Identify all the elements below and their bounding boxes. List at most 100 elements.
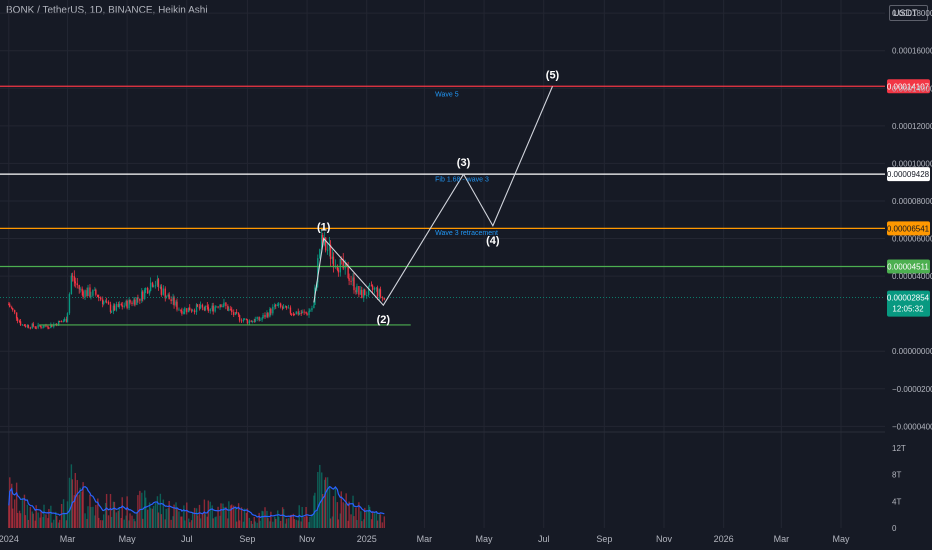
- volume-bar: [23, 494, 26, 528]
- candle-body: [277, 304, 279, 306]
- volume-bar: [356, 520, 358, 528]
- candle-body: [204, 305, 207, 311]
- price-tick-label: 0.00018000: [892, 9, 932, 18]
- volume-bar: [164, 519, 166, 528]
- volume-bar: [60, 503, 63, 528]
- candle-body: [212, 305, 214, 312]
- candle-body: [82, 291, 84, 298]
- volume-bar: [70, 464, 73, 528]
- level-label-box: [887, 259, 930, 274]
- candle-body: [234, 312, 237, 315]
- level-label: 0.00014107: [887, 82, 930, 91]
- candle-body: [293, 314, 296, 316]
- time-tick-label: 2025: [357, 534, 377, 544]
- candle-body: [146, 288, 149, 294]
- volume-bar: [86, 518, 88, 528]
- volume-bar: [324, 477, 327, 528]
- elliott-wave-drawing: (1) (2) (3) (4) (5) Wave 5 Fib 1.68 - wave 3 Wa…: [313, 69, 560, 326]
- candle-body: [207, 306, 209, 312]
- volume-bar: [340, 491, 342, 528]
- candle-body: [45, 325, 47, 327]
- volume-bar: [125, 515, 127, 528]
- candle-body: [76, 283, 78, 286]
- candle-body: [361, 289, 363, 298]
- candle-body: [251, 321, 253, 323]
- volume-ma-line: [8, 485, 385, 519]
- volume-bar: [42, 517, 44, 528]
- annotation-text: Wave 3 retracement: [435, 230, 498, 237]
- volume-bar: [337, 519, 340, 528]
- volume-bar: [102, 514, 105, 528]
- time-tick-label: Nov: [299, 534, 316, 544]
- volume-bar: [376, 520, 379, 528]
- volume-bar: [370, 519, 373, 528]
- candle-body: [109, 304, 112, 312]
- volume-bar: [100, 520, 102, 528]
- volume-bar: [199, 518, 202, 528]
- volume-bar: [329, 518, 332, 528]
- volume-bar: [212, 518, 214, 528]
- volume-bar: [24, 515, 27, 528]
- volume-bar: [326, 477, 329, 528]
- candle-body: [104, 301, 107, 303]
- candle-body: [110, 311, 113, 313]
- candle-body: [309, 310, 311, 312]
- candle-body: [317, 258, 319, 283]
- volume-average-line: [8, 485, 385, 519]
- candle-body: [305, 312, 307, 314]
- level-label-box: [887, 167, 930, 182]
- candle-body: [308, 311, 310, 316]
- candle-body: [149, 282, 152, 291]
- candle-body: [264, 314, 266, 318]
- volume-bar: [272, 521, 274, 528]
- volume-bar: [342, 502, 344, 528]
- volume-bar: [81, 491, 83, 528]
- volume-bar: [355, 507, 357, 528]
- volume-bar: [97, 498, 99, 528]
- candle-body: [378, 289, 381, 297]
- volume-bar: [45, 514, 47, 528]
- volume-bar: [149, 508, 152, 528]
- candle-body: [98, 297, 100, 299]
- volume-bar: [129, 513, 131, 528]
- candle-body: [107, 301, 110, 305]
- volume-bar: [209, 501, 211, 528]
- price-tick-label: 0.00016000: [892, 47, 932, 56]
- volume-bar: [240, 507, 243, 528]
- candle-body: [9, 304, 11, 308]
- volume-bar: [159, 493, 162, 528]
- level-label-box: [887, 221, 930, 236]
- candle-body: [281, 306, 284, 309]
- price-candles: [8, 227, 386, 330]
- candle-body: [170, 299, 172, 302]
- candle-body: [101, 299, 104, 305]
- candle-body: [190, 310, 193, 312]
- currency-button[interactable]: USDT: [889, 5, 928, 21]
- volume-bar: [266, 510, 268, 528]
- candle-body: [379, 289, 382, 297]
- candle-body: [228, 308, 230, 311]
- candle-body: [217, 306, 219, 308]
- volume-bar: [339, 513, 342, 528]
- candle-body: [376, 287, 379, 297]
- candle-body: [89, 287, 91, 297]
- chart-axes: 2024 Mar May Jul Sep Nov 2025 Mar May Jul Sep Nov 20…: [0, 9, 932, 544]
- volume-bar: [367, 504, 370, 528]
- volume-bar: [279, 520, 282, 528]
- candle-body: [63, 318, 66, 322]
- candle-body: [68, 294, 71, 314]
- candle-body: [12, 308, 14, 311]
- candle-body: [269, 308, 271, 317]
- volume-bar: [190, 520, 193, 528]
- volume-bar: [246, 508, 249, 528]
- volume-bar: [47, 518, 49, 528]
- volume-bar: [285, 518, 288, 528]
- volume-bar: [336, 502, 339, 528]
- candle-body: [238, 315, 241, 321]
- time-tick-label: Jul: [181, 534, 193, 544]
- volume-bar: [19, 513, 22, 528]
- volume-bar: [231, 504, 233, 528]
- volume-bar: [160, 514, 163, 528]
- candle-body: [186, 308, 188, 313]
